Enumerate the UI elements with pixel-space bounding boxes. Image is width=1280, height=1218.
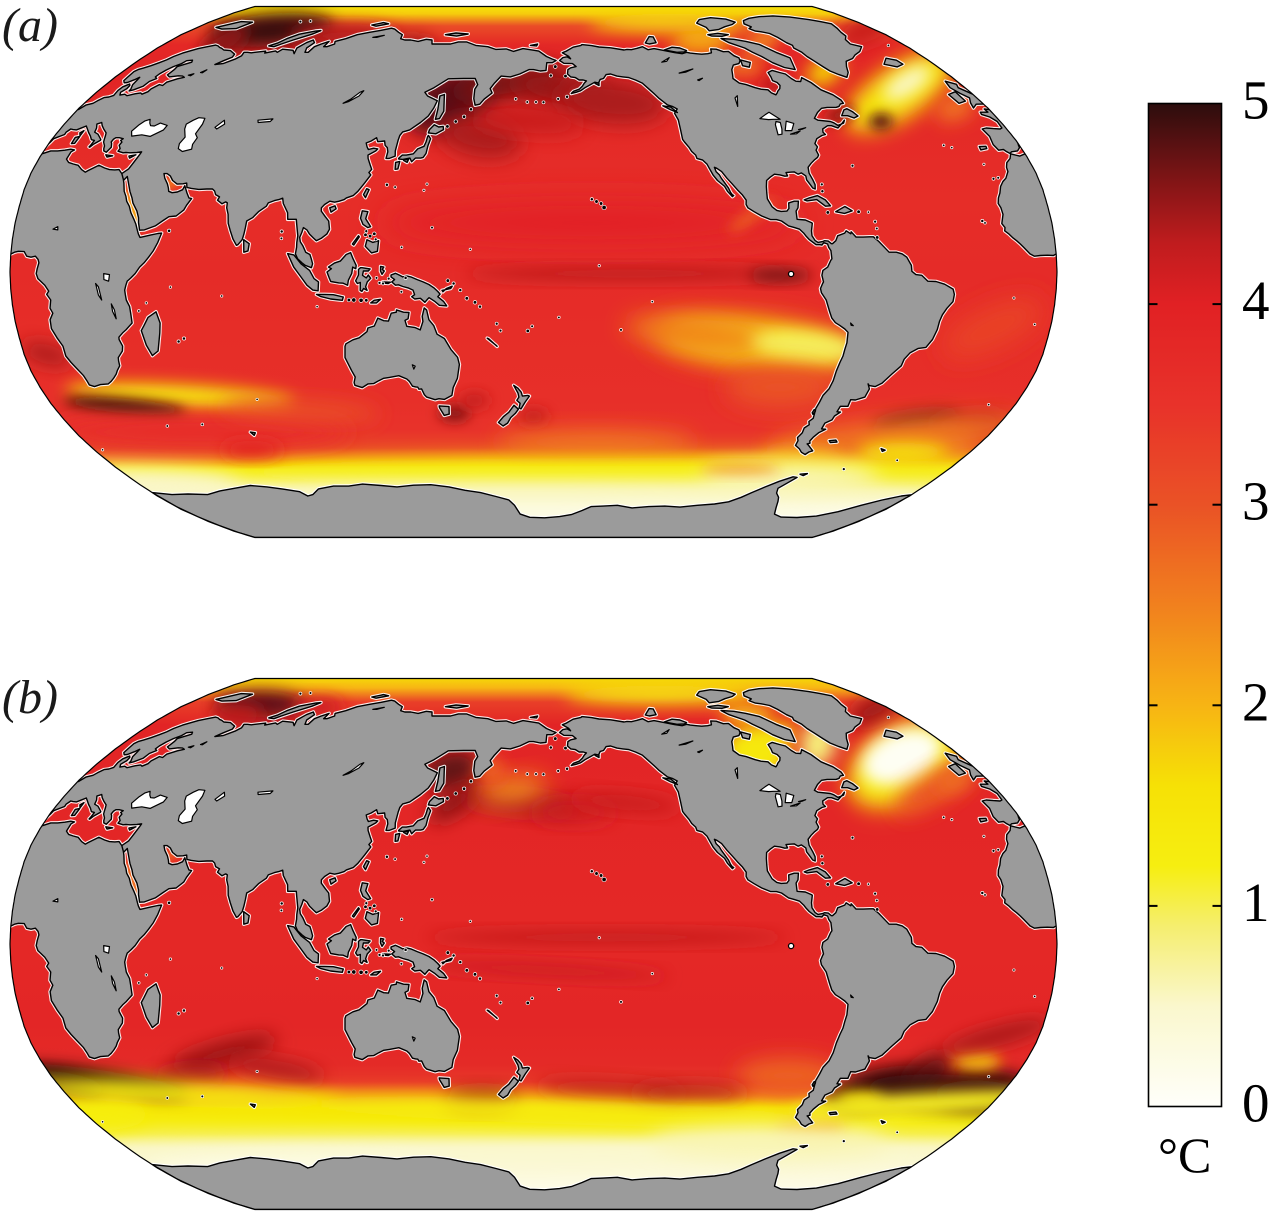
svg-text:°C: °C (1158, 1127, 1211, 1183)
svg-text:1: 1 (1242, 872, 1270, 933)
svg-text:4: 4 (1242, 270, 1270, 331)
svg-text:2: 2 (1242, 671, 1270, 732)
svg-text:(b): (b) (2, 671, 58, 724)
svg-text:3: 3 (1242, 471, 1270, 532)
svg-text:5: 5 (1242, 70, 1270, 131)
svg-text:(a): (a) (2, 0, 58, 52)
svg-text:0: 0 (1242, 1073, 1270, 1134)
